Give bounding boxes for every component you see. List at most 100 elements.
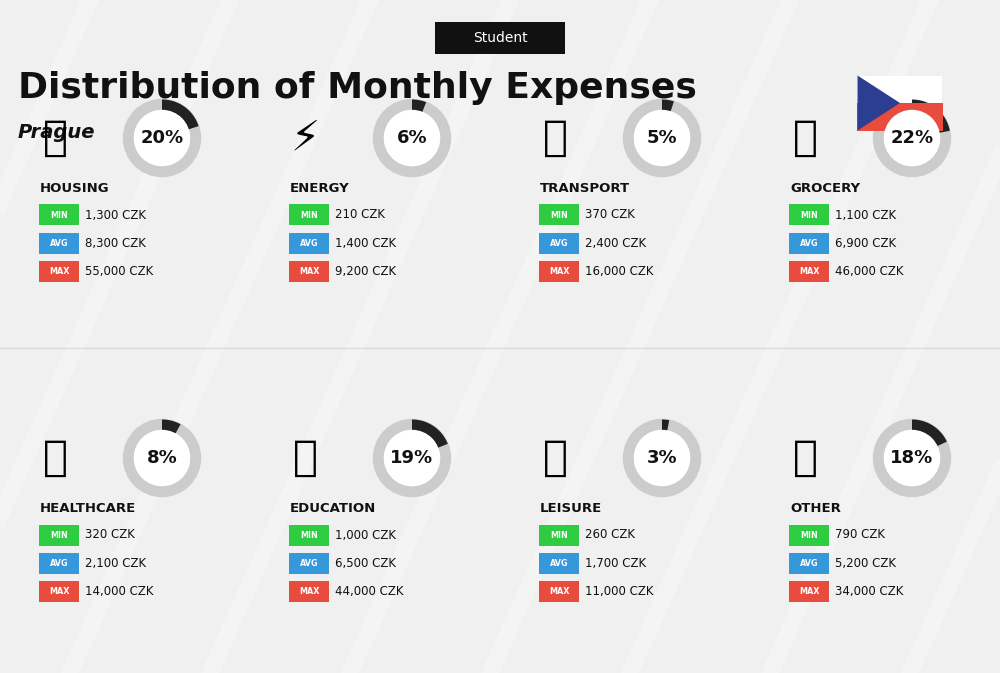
Circle shape bbox=[884, 110, 939, 166]
Text: MAX: MAX bbox=[299, 267, 319, 275]
Text: GROCERY: GROCERY bbox=[790, 182, 860, 195]
Circle shape bbox=[884, 431, 939, 485]
Text: 🎓: 🎓 bbox=[292, 437, 318, 479]
Text: AVG: AVG bbox=[50, 238, 68, 248]
Polygon shape bbox=[912, 419, 947, 446]
FancyBboxPatch shape bbox=[39, 260, 79, 281]
Text: MAX: MAX bbox=[299, 586, 319, 596]
FancyBboxPatch shape bbox=[789, 232, 829, 254]
FancyBboxPatch shape bbox=[539, 581, 579, 602]
Text: 6,500 CZK: 6,500 CZK bbox=[335, 557, 396, 569]
Text: 11,000 CZK: 11,000 CZK bbox=[585, 584, 654, 598]
Text: AVG: AVG bbox=[50, 559, 68, 567]
Text: 34,000 CZK: 34,000 CZK bbox=[835, 584, 903, 598]
Text: 8,300 CZK: 8,300 CZK bbox=[85, 236, 146, 250]
Text: 8%: 8% bbox=[147, 449, 177, 467]
Text: 16,000 CZK: 16,000 CZK bbox=[585, 264, 654, 277]
Text: HOUSING: HOUSING bbox=[40, 182, 110, 195]
Text: Distribution of Monthly Expenses: Distribution of Monthly Expenses bbox=[18, 71, 697, 105]
Circle shape bbox=[384, 431, 440, 485]
Text: 370 CZK: 370 CZK bbox=[585, 209, 635, 221]
Text: 5%: 5% bbox=[647, 129, 677, 147]
FancyBboxPatch shape bbox=[39, 581, 79, 602]
Circle shape bbox=[134, 431, 190, 485]
Text: 1,700 CZK: 1,700 CZK bbox=[585, 557, 646, 569]
FancyBboxPatch shape bbox=[39, 524, 79, 546]
Circle shape bbox=[384, 110, 440, 166]
FancyBboxPatch shape bbox=[289, 260, 329, 281]
FancyBboxPatch shape bbox=[539, 232, 579, 254]
Text: 1,100 CZK: 1,100 CZK bbox=[835, 209, 896, 221]
Polygon shape bbox=[857, 75, 900, 131]
Circle shape bbox=[374, 419, 450, 497]
Text: 💰: 💰 bbox=[792, 437, 817, 479]
Polygon shape bbox=[662, 100, 674, 112]
Polygon shape bbox=[662, 419, 669, 431]
Text: AVG: AVG bbox=[300, 559, 318, 567]
Text: MIN: MIN bbox=[550, 530, 568, 540]
Circle shape bbox=[884, 110, 939, 166]
Text: 2,100 CZK: 2,100 CZK bbox=[85, 557, 146, 569]
Text: 🚌: 🚌 bbox=[542, 117, 568, 159]
FancyBboxPatch shape bbox=[289, 524, 329, 546]
Polygon shape bbox=[912, 100, 950, 133]
FancyBboxPatch shape bbox=[289, 581, 329, 602]
Text: 🏢: 🏢 bbox=[43, 117, 68, 159]
Circle shape bbox=[374, 100, 450, 176]
Text: 5,200 CZK: 5,200 CZK bbox=[835, 557, 896, 569]
Text: 55,000 CZK: 55,000 CZK bbox=[85, 264, 153, 277]
FancyBboxPatch shape bbox=[289, 205, 329, 225]
Text: 260 CZK: 260 CZK bbox=[585, 528, 635, 542]
Text: 14,000 CZK: 14,000 CZK bbox=[85, 584, 154, 598]
Text: MIN: MIN bbox=[50, 211, 68, 219]
FancyBboxPatch shape bbox=[39, 553, 79, 573]
Text: EDUCATION: EDUCATION bbox=[290, 503, 376, 516]
FancyBboxPatch shape bbox=[789, 205, 829, 225]
FancyBboxPatch shape bbox=[857, 75, 942, 131]
Text: 46,000 CZK: 46,000 CZK bbox=[835, 264, 904, 277]
Text: 🛒: 🛒 bbox=[792, 117, 817, 159]
Circle shape bbox=[134, 110, 190, 166]
Text: 44,000 CZK: 44,000 CZK bbox=[335, 584, 404, 598]
Text: MAX: MAX bbox=[799, 267, 819, 275]
FancyBboxPatch shape bbox=[539, 205, 579, 225]
Circle shape bbox=[634, 431, 689, 485]
Text: MAX: MAX bbox=[549, 586, 569, 596]
Text: MAX: MAX bbox=[549, 267, 569, 275]
Polygon shape bbox=[412, 419, 448, 448]
Text: MAX: MAX bbox=[49, 267, 69, 275]
Text: MAX: MAX bbox=[799, 586, 819, 596]
Text: 320 CZK: 320 CZK bbox=[85, 528, 135, 542]
FancyBboxPatch shape bbox=[39, 205, 79, 225]
Text: Prague: Prague bbox=[18, 124, 96, 143]
Polygon shape bbox=[412, 100, 426, 112]
Circle shape bbox=[624, 100, 700, 176]
Text: AVG: AVG bbox=[800, 238, 818, 248]
Text: MIN: MIN bbox=[50, 530, 68, 540]
Polygon shape bbox=[857, 103, 943, 131]
Text: AVG: AVG bbox=[300, 238, 318, 248]
FancyBboxPatch shape bbox=[789, 553, 829, 573]
Circle shape bbox=[624, 419, 700, 497]
FancyBboxPatch shape bbox=[289, 553, 329, 573]
FancyBboxPatch shape bbox=[289, 232, 329, 254]
Text: 1,000 CZK: 1,000 CZK bbox=[335, 528, 396, 542]
Circle shape bbox=[884, 431, 939, 485]
Circle shape bbox=[384, 110, 440, 166]
FancyBboxPatch shape bbox=[539, 524, 579, 546]
Circle shape bbox=[124, 419, 200, 497]
Text: ⚡: ⚡ bbox=[290, 117, 320, 159]
Text: MAX: MAX bbox=[49, 586, 69, 596]
Text: 18%: 18% bbox=[890, 449, 934, 467]
Polygon shape bbox=[162, 419, 181, 434]
Text: OTHER: OTHER bbox=[790, 503, 841, 516]
Text: MIN: MIN bbox=[800, 530, 818, 540]
Text: LEISURE: LEISURE bbox=[540, 503, 602, 516]
Text: 20%: 20% bbox=[140, 129, 184, 147]
FancyBboxPatch shape bbox=[789, 260, 829, 281]
Text: 6%: 6% bbox=[397, 129, 427, 147]
Circle shape bbox=[634, 431, 689, 485]
Text: 🏥: 🏥 bbox=[43, 437, 68, 479]
Text: HEALTHCARE: HEALTHCARE bbox=[40, 503, 136, 516]
Circle shape bbox=[134, 431, 190, 485]
